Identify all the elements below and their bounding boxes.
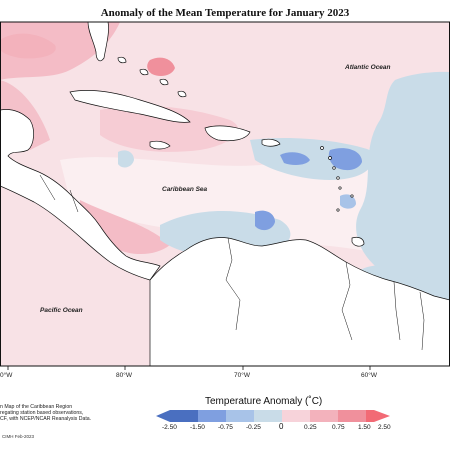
land-jamaica [149,140,171,150]
map-title: Anomaly of the Mean Temperature for Janu… [100,7,350,19]
border-central-america-1 [39,174,56,201]
legend-tick-label: -1.50 [190,424,205,431]
anomaly-cold-spot-antilles-west [280,152,310,165]
caption-line: n Map of the Caribbean Region [0,404,73,410]
border-central-america-2 [69,189,79,213]
legend-title: Temperature Anomaly (˚C) [205,396,323,407]
legend-tick-label: 0 [279,422,284,431]
land-martinique [336,176,340,180]
border-colombia-venezuela [225,237,241,331]
land-grenada [336,208,340,212]
anomaly-warm-zone-bahamas [147,57,175,76]
land-south-america [149,237,450,366]
anomaly-warm-zone-gulf [0,33,56,59]
land-cuba [69,90,191,123]
legend-swatch-2 [198,410,226,422]
legend-tick-label: -0.25 [246,424,261,431]
anomaly-cold-spot-barbados [340,194,356,209]
border-venezuela-guyana [341,261,353,341]
anomaly-warm-zone-central [100,105,239,152]
land-bahamas-1 [117,56,127,64]
legend-swatch-warm-end [374,410,390,422]
land-st-lucia [338,186,342,190]
border-suriname-guiana [419,291,425,351]
caribbean-sea-label: Caribbean Sea [162,186,208,193]
land-bahamas-2 [139,68,149,76]
legend-tick-label: 1.50 [358,424,371,431]
land-trinidad [351,236,365,247]
legend-tick-label: 2.50 [378,424,391,431]
anomaly-cold-spot-antilles-east [328,148,362,171]
border-guyana-suriname [393,281,401,341]
legend-tick-label: 0.25 [304,424,317,431]
land-hispaniola [204,125,251,142]
legend-tick-label: 0.75 [332,424,345,431]
legend-swatch-cold-end [156,410,170,422]
land-barbados [350,194,354,198]
legend-swatch-1 [170,410,198,422]
land-bahamas-4 [177,90,187,98]
caption-line: CF, with NCEP/NCAR Reanalysis Data. [0,416,92,423]
caption-line: regating station based observations, [0,410,84,417]
anomaly-cool-zone-atlantic [356,71,450,300]
anomaly-cool-zone-honduras [118,150,134,168]
legend-swatch-7 [338,410,366,422]
land-central-america [0,109,161,281]
pacific-ocean-label: Pacific Ocean [40,307,83,314]
land-antigua [320,146,324,150]
atlantic-ocean-label: Atlantic Ocean [345,64,391,71]
longitude-tick-label: 70°W [234,372,250,379]
longitude-tick-label: 0°W [0,372,13,379]
legend-tick-label: -0.75 [218,424,233,431]
land-dominica [332,166,336,170]
legend-swatch-3 [226,410,254,422]
map-caption: n Map of the Caribbean Region regating s… [0,404,140,423]
anomaly-cold-spot-venezuela [255,210,275,231]
longitude-tick-label: 60°W [361,372,377,379]
credit-label: CIMH Feb-2023 [2,434,35,439]
legend-tick-label: -2.50 [162,424,177,431]
legend-swatch-5 [282,410,310,422]
legend-swatch-6 [310,410,338,422]
legend-colorbar [156,410,390,422]
land-puerto-rico [261,138,281,147]
land-guadeloupe [328,156,332,160]
legend-swatch-8 [366,410,374,422]
land-florida [87,22,109,62]
legend-swatch-4 [254,410,282,422]
land-bahamas-3 [159,78,169,86]
longitude-tick-label: 80°W [116,372,132,379]
